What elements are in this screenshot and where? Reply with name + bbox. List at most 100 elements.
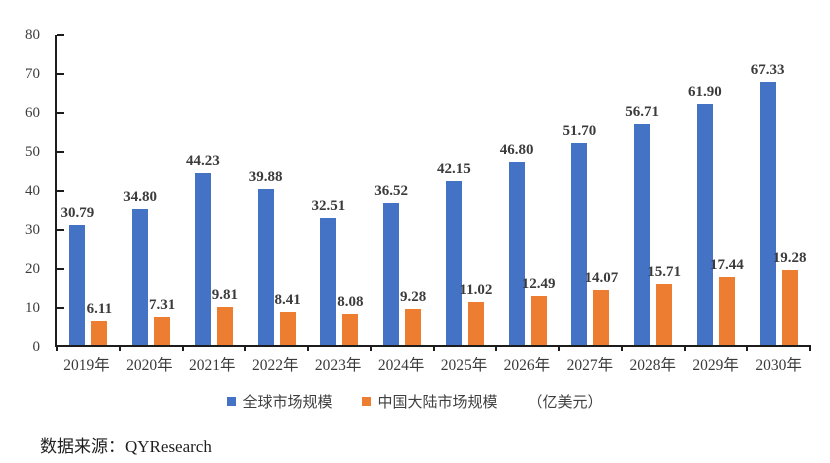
bar-wrap: 46.80 bbox=[500, 142, 534, 345]
bar-value-label: 36.52 bbox=[374, 182, 408, 199]
bar bbox=[383, 202, 400, 345]
y-axis-tick-label: 70 bbox=[25, 66, 40, 82]
bar-wrap: 11.02 bbox=[459, 282, 492, 345]
x-axis-tick bbox=[495, 345, 498, 351]
bar bbox=[69, 224, 86, 345]
bar bbox=[759, 82, 776, 345]
bar bbox=[257, 189, 274, 345]
bar bbox=[781, 269, 798, 345]
bar-groups: 30.79 6.11 34.80 7.31 44.23 9.81 39.88 8.41 32.5… bbox=[57, 35, 810, 345]
bar bbox=[718, 276, 735, 345]
bar-value-label: 56.71 bbox=[625, 103, 659, 120]
bar-value-label: 9.28 bbox=[400, 288, 427, 305]
x-axis-tick bbox=[746, 345, 749, 351]
bar bbox=[656, 283, 673, 345]
bar bbox=[405, 308, 422, 345]
bar-wrap: 51.70 bbox=[563, 123, 596, 345]
bar-wrap: 56.71 bbox=[625, 104, 659, 345]
legend-item-china: 中国大陆市场规模 bbox=[362, 391, 498, 412]
y-axis-tick bbox=[57, 112, 64, 114]
bar-wrap: 12.49 bbox=[522, 276, 556, 345]
bar-value-label: 8.08 bbox=[337, 293, 364, 310]
x-axis-tick bbox=[181, 345, 184, 351]
bar bbox=[696, 103, 713, 345]
legend-item-global: 全球市场规模 bbox=[227, 391, 332, 412]
x-axis-tick bbox=[620, 345, 623, 351]
bar-wrap: 8.08 bbox=[337, 294, 364, 345]
bar-value-label: 30.79 bbox=[60, 204, 95, 221]
bar-group: 67.33 19.28 bbox=[747, 35, 810, 345]
bar-value-label: 6.11 bbox=[86, 301, 113, 318]
unit-label: （亿美元） bbox=[527, 395, 603, 411]
x-axis-tick bbox=[369, 345, 372, 351]
y-axis-tick-label: 10 bbox=[25, 300, 40, 316]
bar-wrap: 6.11 bbox=[87, 301, 112, 345]
x-axis-tick bbox=[56, 345, 58, 351]
bar-group: 46.80 12.49 bbox=[496, 35, 559, 345]
bar-value-label: 42.15 bbox=[437, 160, 471, 177]
bar-value-label: 7.31 bbox=[149, 296, 176, 313]
bar-wrap: 42.15 bbox=[437, 161, 471, 345]
bar-value-label: 67.33 bbox=[750, 62, 785, 79]
bar bbox=[445, 180, 462, 345]
bar-value-label: 11.02 bbox=[459, 282, 493, 299]
bar-wrap: 32.51 bbox=[312, 198, 345, 345]
x-axis-tick bbox=[683, 345, 686, 351]
bar-wrap: 15.71 bbox=[647, 264, 681, 345]
bar-value-label: 61.90 bbox=[688, 83, 722, 100]
bar-group: 51.70 14.07 bbox=[559, 35, 622, 345]
bar bbox=[530, 296, 547, 345]
x-axis-tick bbox=[244, 345, 247, 351]
bar-wrap: 44.23 bbox=[186, 153, 220, 345]
bar bbox=[320, 218, 337, 345]
y-axis-tick-label: 60 bbox=[25, 105, 40, 121]
y-axis: 0 10 20 30 40 50 60 70 80 bbox=[0, 27, 47, 355]
x-axis-tick-label: 2020年 bbox=[126, 357, 173, 374]
bar-value-label: 32.51 bbox=[311, 198, 346, 215]
bar bbox=[91, 321, 108, 345]
bar bbox=[508, 162, 525, 345]
y-axis-tick-label: 30 bbox=[25, 222, 40, 238]
bar-value-label: 17.44 bbox=[710, 256, 744, 273]
bar-wrap: 39.88 bbox=[249, 169, 283, 345]
bar-wrap: 8.41 bbox=[275, 292, 301, 345]
y-axis-tick-label: 80 bbox=[25, 27, 40, 43]
bar-wrap: 61.90 bbox=[688, 84, 722, 345]
bar-group: 36.52 9.28 bbox=[371, 35, 434, 345]
y-axis-tick bbox=[57, 229, 64, 231]
bar-group: 39.88 8.41 bbox=[245, 35, 308, 345]
bar bbox=[216, 306, 233, 345]
bar bbox=[132, 209, 149, 345]
bar bbox=[342, 313, 359, 345]
y-axis-tick bbox=[57, 34, 64, 36]
y-axis-tick bbox=[57, 307, 64, 309]
bar-value-label: 34.80 bbox=[123, 189, 157, 206]
x-axis-tick-label: 2021年 bbox=[189, 357, 236, 374]
y-axis-tick bbox=[57, 190, 64, 192]
bar-group: 34.80 7.31 bbox=[120, 35, 183, 345]
bar-value-label: 14.07 bbox=[584, 270, 619, 287]
bar-value-label: 46.80 bbox=[499, 142, 534, 159]
x-axis-tick-label: 2019年 bbox=[63, 357, 110, 374]
bar-value-label: 39.88 bbox=[248, 169, 283, 186]
bar-group: 61.90 17.44 bbox=[685, 35, 748, 345]
x-axis-tick-label: 2029年 bbox=[692, 357, 739, 374]
bar-group: 32.51 8.08 bbox=[308, 35, 371, 345]
bar-value-label: 12.49 bbox=[521, 276, 556, 293]
bar bbox=[571, 143, 588, 345]
bar-wrap: 67.33 bbox=[751, 62, 785, 345]
source-note: 数据来源：QYResearch bbox=[40, 437, 212, 456]
bar-group: 44.23 9.81 bbox=[183, 35, 246, 345]
x-axis-tick bbox=[809, 345, 811, 351]
bar bbox=[467, 302, 484, 345]
bar-value-label: 8.41 bbox=[274, 292, 301, 309]
bar-wrap: 9.28 bbox=[400, 289, 426, 345]
x-axis-tick-label: 2028年 bbox=[629, 357, 677, 374]
y-axis-tick-label: 20 bbox=[25, 261, 40, 277]
bar-wrap: 14.07 bbox=[585, 270, 618, 345]
y-axis-tick bbox=[57, 151, 64, 153]
bar bbox=[154, 316, 171, 345]
bar-value-label: 51.70 bbox=[562, 123, 597, 140]
x-axis-tick-label: 2025年 bbox=[440, 357, 488, 374]
